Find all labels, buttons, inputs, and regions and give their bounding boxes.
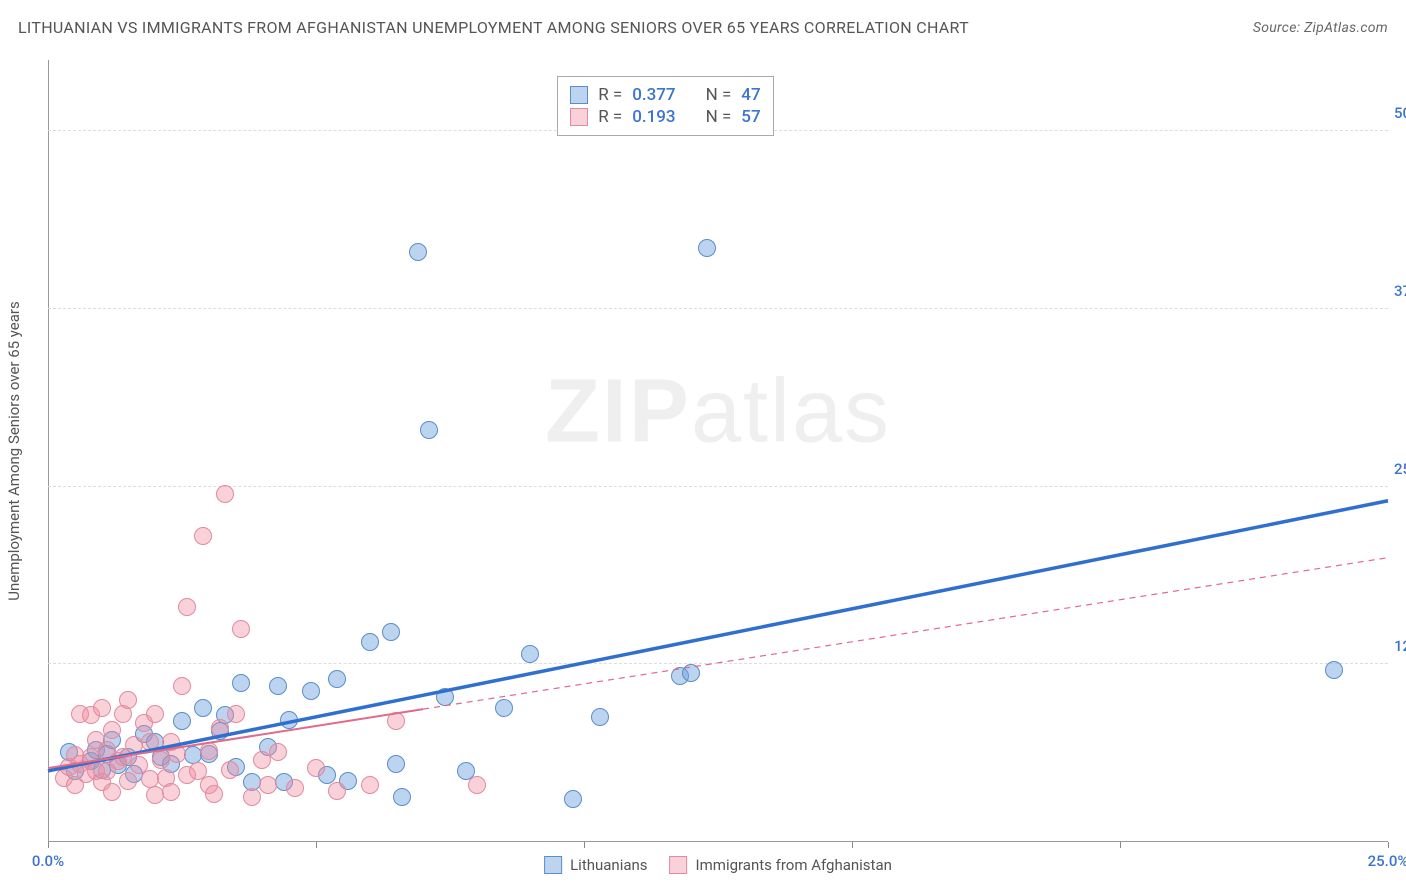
- y-tick-label: 25.0%: [1394, 460, 1406, 478]
- legend-label: Immigrants from Afghanistan: [696, 856, 892, 874]
- legend-label: Lithuanians: [570, 856, 647, 874]
- x-tick-label: 0.0%: [32, 852, 64, 870]
- trend-line: [423, 558, 1388, 710]
- legend-item: Lithuanians: [544, 856, 647, 874]
- trend-overlay: [48, 60, 1388, 842]
- r-value: 0.193: [632, 107, 675, 127]
- y-tick-label: 50.0%: [1394, 104, 1406, 122]
- correlation-legend: R =0.377N =47R =0.193N =57: [557, 76, 773, 136]
- x-tick: [48, 842, 49, 848]
- x-tick: [584, 842, 585, 848]
- legend-swatch: [544, 856, 562, 874]
- r-value: 0.377: [632, 85, 675, 105]
- x-tick: [1388, 842, 1389, 848]
- y-tick-label: 12.5%: [1394, 637, 1406, 655]
- series-legend: Lithuanians Immigrants from Afghanistan: [544, 856, 892, 874]
- legend-swatch: [570, 86, 588, 104]
- x-tick: [852, 842, 853, 848]
- source-label: Source: ZipAtlas.com: [1253, 20, 1388, 36]
- x-tick: [1120, 842, 1121, 848]
- trend-line: [48, 501, 1388, 771]
- x-tick: [316, 842, 317, 848]
- trend-line: [48, 709, 423, 768]
- n-value: 57: [741, 107, 760, 127]
- y-tick-label: 37.5%: [1394, 282, 1406, 300]
- legend-swatch: [570, 108, 588, 126]
- legend-item: Immigrants from Afghanistan: [670, 856, 892, 874]
- scatter-plot: Unemployment Among Seniors over 65 years…: [48, 60, 1388, 842]
- x-tick-label: 25.0%: [1368, 852, 1406, 870]
- chart-title: LITHUANIAN VS IMMIGRANTS FROM AFGHANISTA…: [18, 18, 969, 37]
- y-axis-label: Unemployment Among Seniors over 65 years: [5, 301, 23, 600]
- n-value: 47: [741, 85, 760, 105]
- legend-swatch: [670, 856, 688, 874]
